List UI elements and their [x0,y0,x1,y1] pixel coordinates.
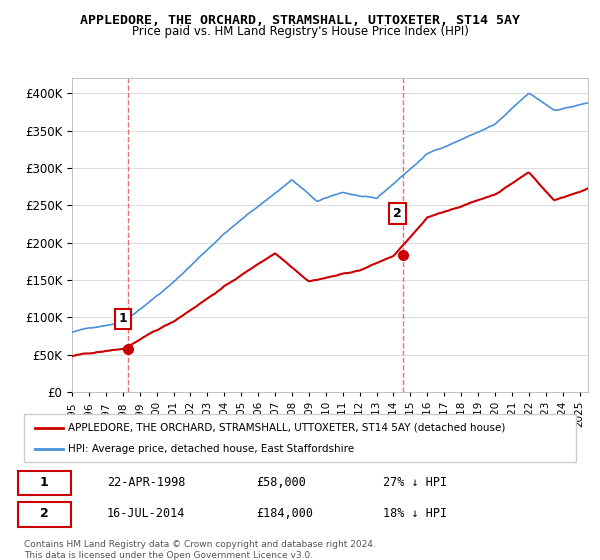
Text: 22-APR-1998: 22-APR-1998 [107,477,185,489]
Text: APPLEDORE, THE ORCHARD, STRAMSHALL, UTTOXETER, ST14 5AY: APPLEDORE, THE ORCHARD, STRAMSHALL, UTTO… [80,14,520,27]
FancyBboxPatch shape [19,502,71,527]
Text: Contains HM Land Registry data © Crown copyright and database right 2024.
This d: Contains HM Land Registry data © Crown c… [24,540,376,560]
Text: 16-JUL-2014: 16-JUL-2014 [107,507,185,520]
FancyBboxPatch shape [19,472,71,494]
Text: 2: 2 [393,207,402,220]
Text: £184,000: £184,000 [256,507,313,520]
Text: 2: 2 [40,507,49,520]
Text: 1: 1 [118,312,127,325]
Text: HPI: Average price, detached house, East Staffordshire: HPI: Average price, detached house, East… [68,444,354,454]
Text: £58,000: £58,000 [256,477,306,489]
Text: 18% ↓ HPI: 18% ↓ HPI [383,507,447,520]
Text: APPLEDORE, THE ORCHARD, STRAMSHALL, UTTOXETER, ST14 5AY (detached house): APPLEDORE, THE ORCHARD, STRAMSHALL, UTTO… [68,423,506,433]
Text: 1: 1 [40,477,49,489]
Text: 27% ↓ HPI: 27% ↓ HPI [383,477,447,489]
FancyBboxPatch shape [24,414,576,462]
Text: Price paid vs. HM Land Registry's House Price Index (HPI): Price paid vs. HM Land Registry's House … [131,25,469,38]
